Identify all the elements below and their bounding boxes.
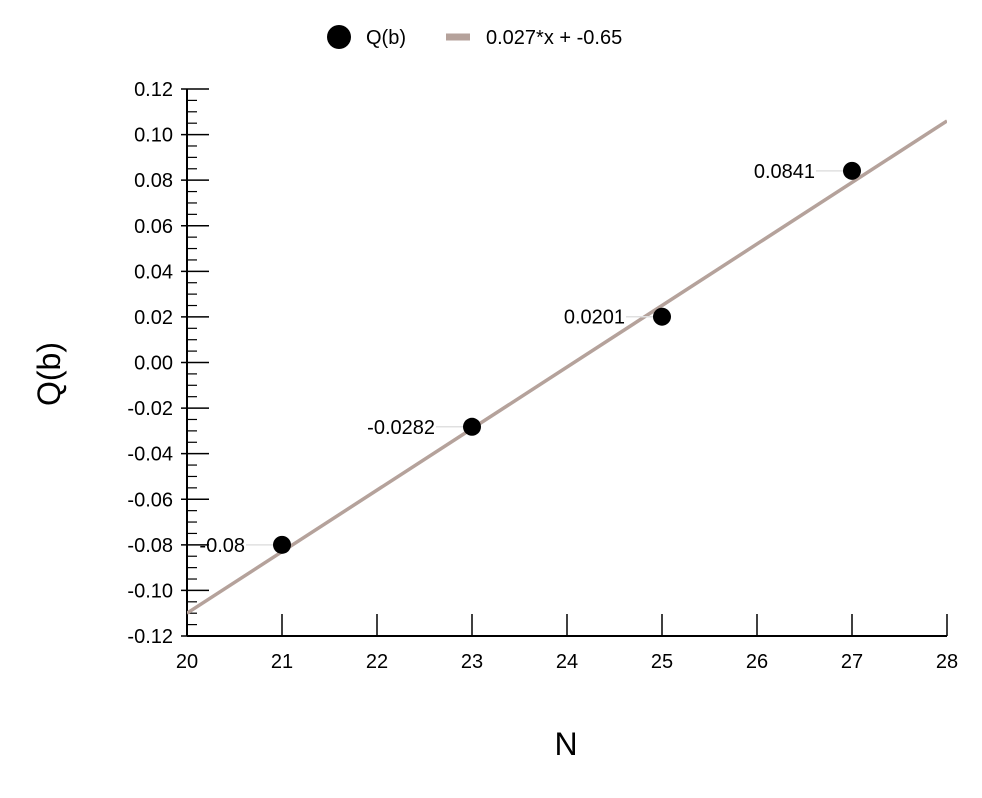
- y-tick-label: 0.10: [134, 125, 173, 147]
- x-tick-label: 27: [841, 651, 863, 673]
- x-tick-label: 26: [746, 651, 768, 673]
- axes: -0.12 -0.10 -0.08 -0.06 -0.04 -0.02 0.00 0.02 0.…: [127, 79, 958, 673]
- data-point: [843, 161, 861, 180]
- x-tick-label: 22: [366, 651, 388, 673]
- y-tick-label: -0.04: [127, 444, 173, 466]
- legend-marker-q-b: [327, 25, 351, 49]
- y-tick-label: 0.00: [134, 353, 173, 375]
- y-tick-label: -0.06: [127, 489, 173, 511]
- y-axis-title: Q(b): [31, 342, 67, 406]
- data-point: [273, 535, 291, 554]
- legend-label-q-b: Q(b): [366, 27, 406, 49]
- y-tick-label: 0.02: [134, 307, 173, 329]
- x-tick-label: 21: [271, 651, 293, 673]
- legend: Q(b) 0.027*x + -0.65: [327, 25, 622, 49]
- data-label: -0.08: [199, 535, 245, 557]
- plot-area: -0.12 -0.10 -0.08 -0.06 -0.04 -0.02 0.00 0.02 0.…: [127, 79, 958, 673]
- y-tick-label: -0.10: [127, 580, 173, 602]
- y-tick-label: -0.12: [127, 626, 173, 648]
- y-tick-label: 0.12: [134, 79, 173, 101]
- fit-line: [187, 119, 947, 615]
- x-tick-label: 25: [651, 651, 673, 673]
- x-tick-label: 23: [461, 651, 483, 673]
- y-tick-label: -0.02: [127, 398, 173, 420]
- x-tick-label: 24: [556, 651, 578, 673]
- data-label: -0.0282: [367, 417, 435, 439]
- y-tick-label: 0.06: [134, 216, 173, 238]
- data-label: 0.0841: [754, 161, 815, 183]
- legend-label-fit-line: 0.027*x + -0.65: [486, 27, 622, 49]
- data-label: 0.0201: [564, 307, 625, 329]
- data-point: [653, 307, 671, 326]
- x-tick-label: 28: [936, 651, 958, 673]
- y-tick-label: -0.08: [127, 535, 173, 557]
- x-tick-label: 20: [176, 651, 198, 673]
- y-tick-label: 0.08: [134, 170, 173, 192]
- data-point: [463, 417, 481, 436]
- y-tick-label: 0.04: [134, 261, 173, 283]
- x-axis-title: N: [554, 726, 577, 762]
